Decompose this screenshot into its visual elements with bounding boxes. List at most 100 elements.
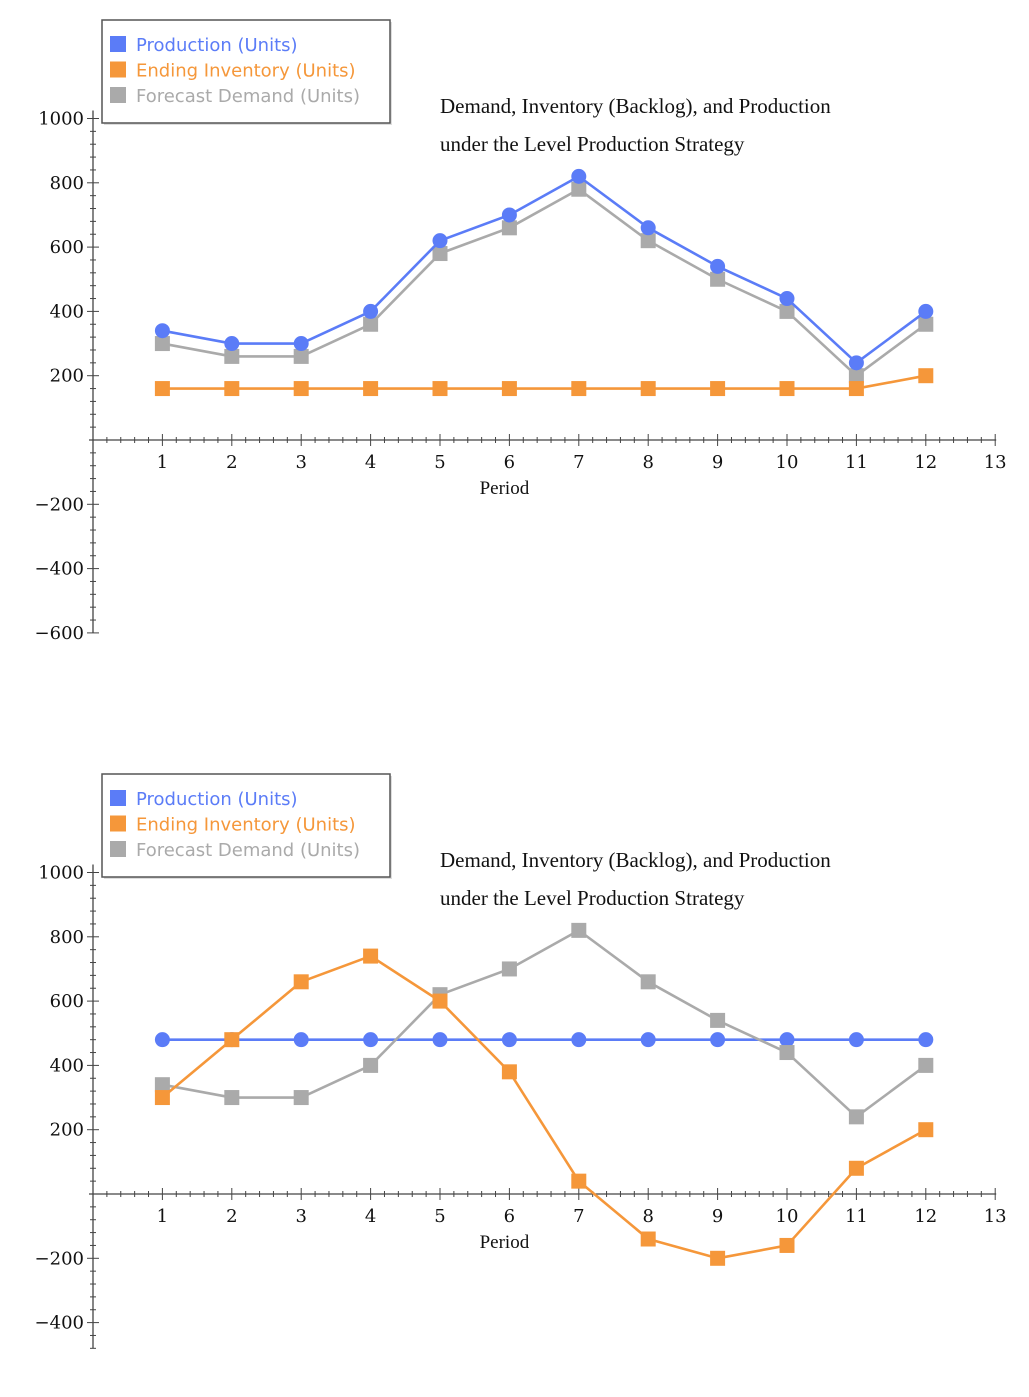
- chart-1-point-production-units: [293, 1032, 309, 1048]
- chart-1-point-ending-inventory-units: [432, 993, 448, 1009]
- chart-0-point-ending-inventory-units: [779, 381, 795, 397]
- chart-1-x-tick-label: 11: [845, 1206, 868, 1227]
- chart-0-point-ending-inventory-units: [640, 381, 656, 397]
- chart-1-point-forecast-demand-units: [848, 1109, 864, 1125]
- chart-1-x-tick-label: 1: [157, 1206, 168, 1227]
- chart-1-point-forecast-demand-units: [293, 1090, 309, 1106]
- chart-1-x-tick-label: 4: [365, 1206, 376, 1227]
- chart-0-point-production-units: [224, 336, 240, 352]
- chart-0-legend: [101, 19, 391, 124]
- chart-0-point-ending-inventory-units: [848, 381, 864, 397]
- chart-0-point-forecast-demand-units: [571, 181, 587, 197]
- chart-0-point-forecast-demand-units: [640, 233, 656, 249]
- chart-1-legend-label-3: Forecast Demand (Units): [136, 840, 360, 861]
- chart-0-point-forecast-demand-units: [779, 303, 795, 319]
- chart-1-point-forecast-demand-units: [501, 961, 517, 977]
- chart-1-y-tick-label: −200: [35, 1248, 84, 1269]
- chart-bottom: −400 −200 200 400 600 800 1000 1 2 3 4 5 6 7 8 9 10 11 12 1…: [0, 754, 1029, 1397]
- chart-1-legend-label-1: Production (Units): [136, 789, 298, 810]
- chart-0-point-ending-inventory-units: [432, 381, 448, 397]
- chart-1-y-tick-label: 800: [50, 927, 84, 948]
- chart-1-point-production-units: [501, 1032, 517, 1048]
- chart-0-series-line-forecast-demand-units: [162, 187, 927, 378]
- chart-0-title-line1: Demand, Inventory (Backlog), and Product…: [440, 94, 831, 118]
- chart-0-point-production-units: [363, 303, 379, 319]
- chart-0-series-line-production-units: [162, 175, 927, 365]
- chart-0-y-tick-label: −200: [35, 494, 84, 515]
- chart-0-point-ending-inventory-units: [293, 381, 309, 397]
- chart-0-x-tick-label: 8: [642, 452, 653, 473]
- chart-1-y-tick-label: −400: [35, 1313, 84, 1334]
- chart-1-y-tick-label: 1000: [38, 863, 84, 884]
- chart-1-series-line-ending-inventory-units: [161, 954, 927, 1260]
- chart-0-point-forecast-demand-units: [501, 220, 517, 236]
- chart-1-point-ending-inventory-units: [154, 1090, 170, 1106]
- chart-0-point-forecast-demand-units: [710, 271, 726, 287]
- chart-0-point-production-units: [154, 323, 170, 339]
- chart-1-point-ending-inventory-units: [710, 1250, 726, 1266]
- chart-1-point-ending-inventory-units: [501, 1064, 517, 1080]
- chart-1-x-tick-label: 5: [434, 1206, 445, 1227]
- chart-1-x-tick-label: 9: [712, 1206, 723, 1227]
- chart-1-y-tick-label: 600: [50, 991, 84, 1012]
- chart-1-x-tick-label: 10: [776, 1206, 799, 1227]
- chart-0-y-tick-label: 600: [50, 237, 84, 258]
- chart-0-y-tick-label: 200: [50, 366, 84, 387]
- chart-1-point-ending-inventory-units: [571, 1173, 587, 1189]
- chart-1-point-ending-inventory-units: [918, 1122, 934, 1138]
- chart-1-title-line1: Demand, Inventory (Backlog), and Product…: [440, 848, 831, 872]
- chart-1-point-forecast-demand-units: [918, 1057, 934, 1073]
- chart-0-point-production-units: [779, 291, 795, 307]
- chart-1-point-production-units: [918, 1032, 934, 1048]
- chart-1-point-production-units: [640, 1032, 656, 1048]
- chart-1-point-ending-inventory-units: [640, 1231, 656, 1247]
- chart-0-point-ending-inventory-units: [363, 381, 379, 397]
- chart-1-point-production-units: [710, 1032, 726, 1048]
- chart-0-point-forecast-demand-units: [363, 316, 379, 332]
- chart-0-x-tick-label: 11: [845, 452, 868, 473]
- chart-0-point-production-units: [918, 303, 934, 319]
- chart-0-point-production-units: [432, 233, 448, 249]
- chart-0-series-line-ending-inventory-units: [162, 374, 927, 390]
- chart-1-x-tick-label: 3: [295, 1206, 306, 1227]
- chart-0-x-tick-label: 2: [226, 452, 237, 473]
- chart-0-x-tick-label: 13: [984, 452, 1007, 473]
- chart-0-x-tick-label: 6: [504, 452, 515, 473]
- chart-top: −600 −400 −200 200 400 600 800 1000 1 2 3 4 5 6 7 8 9 10 1…: [0, 0, 1029, 660]
- chart-0-legend-swatch-1: [110, 36, 126, 52]
- chart-0-point-forecast-demand-units: [293, 348, 309, 364]
- chart-1-x-tick-label: 7: [573, 1206, 584, 1227]
- chart-0-legend-swatch-3: [110, 87, 126, 103]
- chart-1-x-tick-label: 2: [226, 1206, 237, 1227]
- chart-1-legend-swatch-2: [110, 815, 126, 832]
- chart-0-point-production-units: [640, 220, 656, 236]
- chart-1-point-forecast-demand-units: [640, 974, 656, 990]
- chart-0-point-forecast-demand-units: [848, 368, 864, 384]
- chart-1-point-forecast-demand-units: [571, 922, 587, 938]
- chart-0-x-tick-label: 10: [776, 452, 799, 473]
- chart-1-point-ending-inventory-units: [848, 1160, 864, 1176]
- chart-0-point-production-units: [848, 355, 864, 371]
- chart-0-legend-label-2: Ending Inventory (Units): [136, 61, 356, 82]
- chart-0-point-forecast-demand-units: [154, 336, 170, 352]
- chart-1-point-ending-inventory-units: [224, 1032, 240, 1048]
- chart-0-legend-swatch-2: [110, 61, 126, 78]
- chart-0-point-production-units: [571, 168, 587, 184]
- chart-1-x-tick-label: 8: [642, 1206, 653, 1227]
- chart-0-legend-label-3: Forecast Demand (Units): [136, 86, 360, 107]
- chart-1-point-production-units: [779, 1032, 795, 1048]
- chart-0-point-ending-inventory-units: [710, 381, 726, 397]
- chart-0-point-forecast-demand-units: [918, 316, 934, 332]
- chart-1-point-forecast-demand-units: [710, 1012, 726, 1028]
- chart-0-y-tick-label: −400: [35, 559, 84, 580]
- chart-1-point-forecast-demand-units: [779, 1045, 795, 1061]
- chart-1-point-production-units: [571, 1032, 587, 1048]
- chart-0-point-ending-inventory-units: [571, 381, 587, 397]
- chart-0-y-tick-label: 800: [50, 173, 84, 194]
- chart-0-point-ending-inventory-units: [501, 381, 517, 397]
- chart-1-series-line-forecast-demand-units: [162, 929, 927, 1119]
- chart-0-point-production-units: [710, 258, 726, 274]
- chart-1-point-ending-inventory-units: [293, 974, 309, 990]
- chart-0-x-tick-label: 3: [295, 452, 306, 473]
